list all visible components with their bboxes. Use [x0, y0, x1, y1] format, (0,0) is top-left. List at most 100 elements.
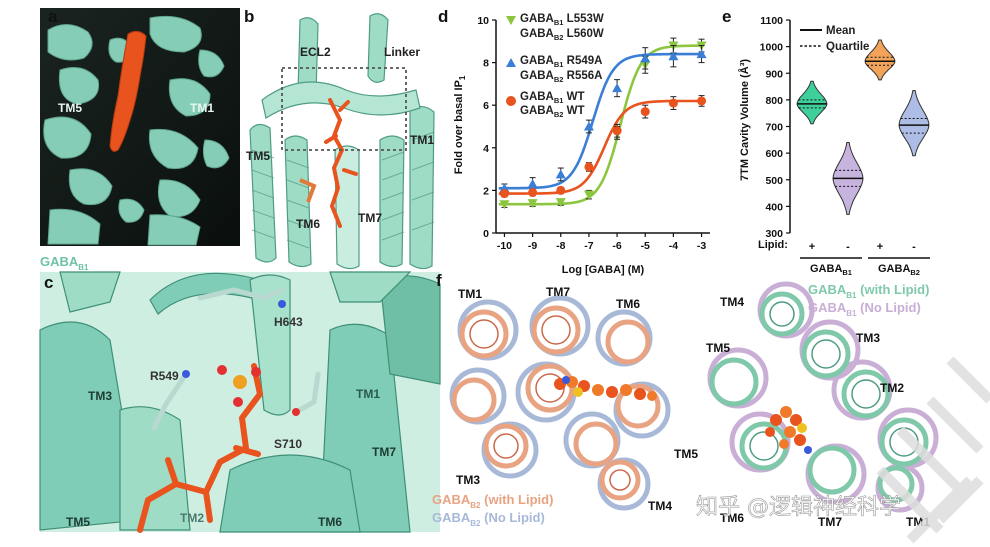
f-left-legend-with-lipid: GABAB2 (with Lipid)	[432, 492, 553, 510]
helix-bundle	[249, 13, 435, 270]
label-h643: H643	[274, 315, 303, 329]
d-xtick-label: -6	[612, 240, 621, 252]
chart-d-ylabel: Fold over basal IP1	[453, 75, 467, 174]
density-map	[43, 15, 230, 246]
d-point	[556, 185, 566, 195]
label-tm5-b: TM5	[246, 149, 270, 163]
caption-gabab1: GABAB1	[40, 254, 89, 272]
chart-d-points	[499, 37, 707, 210]
chart-e-violins	[796, 39, 930, 215]
f-left-tm5: TM5	[674, 447, 698, 461]
d-point	[612, 126, 622, 136]
d-xtick-label: -8	[556, 240, 565, 252]
d-point	[640, 107, 650, 117]
legend-line1-wt: GABAB1 WT	[520, 91, 585, 105]
lipid-sign-4: -	[912, 241, 916, 253]
d-point	[583, 121, 594, 131]
watermark: 知乎 @逻辑神经科学	[696, 356, 990, 544]
ligand-stick	[324, 98, 358, 228]
e-violin-2	[864, 39, 896, 81]
e-ytick-label: 600	[765, 148, 783, 160]
label-tm1: TM1	[190, 101, 214, 115]
chart-d-legend: GABAB1 L553W GABAB2 L560W GABAB1 R549A G…	[506, 13, 604, 119]
d-point	[584, 162, 594, 172]
label-r549: R549	[150, 369, 179, 383]
d-point	[583, 190, 594, 200]
label-tm5-c: TM5	[66, 515, 90, 529]
f-right-tm7: TM7	[818, 515, 842, 529]
panel-label-c: c	[44, 273, 53, 292]
d-point	[640, 53, 651, 63]
label-tm1-c: TM1	[356, 387, 380, 401]
d-point	[668, 51, 679, 61]
ribbon-structure	[39, 271, 441, 533]
chart-e-ylabel: 7TM Cavity Volume (Å³)	[738, 59, 751, 181]
panel-label-d: d	[438, 7, 448, 26]
panel-label-f: f	[436, 271, 442, 290]
label-tm3-c: TM3	[88, 389, 112, 403]
d-point	[499, 189, 509, 199]
f-left-legend-no-lipid: GABAB2 (No Lipid)	[432, 510, 545, 528]
panel-c: c H643 R549 S710 TM3 TM1 TM7 TM5 TM2 TM6	[39, 271, 441, 533]
gabab2-ligand	[554, 376, 657, 401]
f-right-tm6: TM6	[720, 511, 744, 525]
lipid-sign-1: +	[809, 241, 815, 253]
panel-d: d 0 2 4 6 8 10 -10 -9 -8 -7 -6 -5 -4 -3 Fold over bas…	[438, 7, 710, 276]
panel-b: b ECL2 Linker TM5 TM1 TM6 TM7	[240, 7, 440, 270]
f-right-tm3: TM3	[856, 331, 880, 345]
legend-marker-l553w	[506, 16, 516, 25]
d-xtick-label: -7	[584, 240, 593, 252]
d-ytick-label: 2	[483, 185, 489, 197]
lipid-sign-2: -	[846, 241, 850, 253]
d-xtick-label: -4	[669, 240, 678, 252]
f-right-legend-with-lipid: GABAB1 (with Lipid)	[808, 282, 929, 300]
e-ytick-label: 700	[765, 122, 783, 134]
legend-marker-wt	[506, 96, 516, 106]
f-right-tm2: TM2	[880, 381, 904, 395]
chart-d-xlabel: Log [GABA] (M)	[562, 264, 645, 276]
legend-line2-l560w: GABAB2 L560W	[520, 28, 604, 42]
label-tm6-c: TM6	[318, 515, 342, 529]
chart-e-axes: 300 400 500 600 700 800 900 1000 1100	[760, 15, 791, 240]
f-left-tm4: TM4	[648, 499, 672, 513]
ligand-sticks-c	[137, 363, 263, 533]
f-right-tm5: TM5	[706, 341, 730, 355]
d-point	[555, 169, 566, 179]
panel-a: a TM5 TM1 GABAB1	[40, 7, 240, 272]
f-left-tm3: TM3	[456, 473, 480, 487]
label-ecl2: ECL2	[300, 45, 331, 59]
d-xtick-label: -3	[697, 240, 706, 252]
label-tm6-b: TM6	[296, 217, 320, 231]
e-ytick-label: 300	[765, 228, 783, 240]
e-ytick-label: 400	[765, 201, 783, 213]
panel-label-b: b	[244, 7, 254, 26]
lipid-sign-3: +	[877, 241, 883, 253]
chart-d-axes: 0 2 4 6 8 10 -10 -9 -8 -7 -6 -5 -4 -3	[477, 15, 710, 252]
d-point	[668, 98, 678, 108]
label-s710: S710	[274, 437, 302, 451]
d-ytick-label: 8	[483, 58, 489, 70]
d-point	[527, 179, 538, 189]
helix-stripes	[251, 131, 435, 249]
lipid-label: Lipid:	[758, 239, 788, 251]
legend-line1-l553w: GABAB1 L553W	[520, 13, 604, 27]
panel-f: f TM1 TM7 TM6 TM3 TM5 TM4 GABAB2 (with L…	[432, 271, 939, 529]
d-point	[499, 200, 510, 210]
group-label-b1: GABAB1	[810, 263, 852, 277]
panel-label-a: a	[48, 7, 58, 26]
side-chains	[151, 287, 321, 431]
f-right-legend-no-lipid: GABAB1 (No Lipid)	[808, 300, 921, 318]
e-ytick-label: 500	[765, 175, 783, 187]
f-right-tm4: TM4	[720, 295, 744, 309]
e-ytick-label: 1100	[760, 15, 783, 27]
group-label-b2: GABAB2	[878, 263, 920, 277]
panel-label-e: e	[722, 7, 731, 26]
d-point	[612, 83, 623, 93]
f-left-tm6: TM6	[616, 297, 640, 311]
d-point	[527, 199, 538, 209]
gabab2-top-view	[449, 295, 671, 511]
label-tm2-c: TM2	[180, 511, 204, 525]
phosphate	[217, 365, 261, 407]
zoom-box	[281, 67, 407, 151]
